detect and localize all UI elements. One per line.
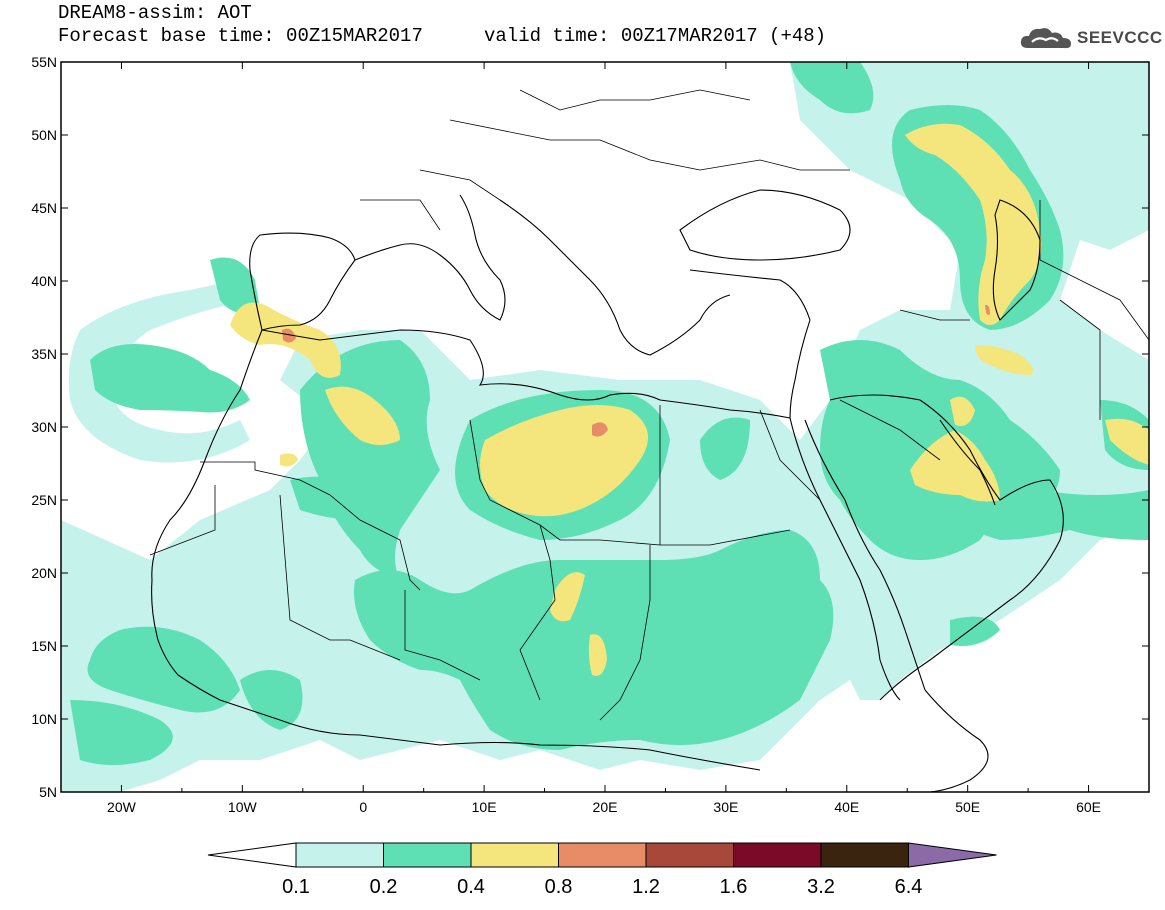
lat-label: 55N	[31, 54, 57, 70]
lon-label: 10E	[472, 799, 497, 815]
lat-label: 15N	[31, 638, 57, 654]
lon-label: 40E	[834, 799, 859, 815]
aot-colorbar: 0.1 0.2 0.4 0.8 1.2 1.6 3.2 6.4	[207, 842, 997, 898]
colorbar-segment	[383, 842, 472, 868]
colorbar-segment	[558, 842, 647, 868]
colorbar-segment	[733, 842, 822, 868]
colorbar-segment	[295, 842, 384, 868]
lon-label: 60E	[1076, 799, 1101, 815]
colorbar-label: 0.8	[545, 876, 573, 898]
cloud-icon	[1020, 28, 1071, 49]
colorbar-label: 6.4	[895, 876, 923, 898]
aot-band-0.8	[282, 304, 990, 437]
colorbar-label: 0.1	[282, 876, 310, 898]
colorbar-segment	[470, 842, 559, 868]
lat-label: 10N	[31, 711, 57, 727]
lat-label: 35N	[31, 346, 57, 362]
lon-label: 30E	[713, 799, 738, 815]
latitude-axis: 55N 50N 45N 40N 35N 30N 25N 20N 15N 10N 5N	[31, 54, 1149, 800]
colorbar-segment	[820, 842, 909, 868]
colorbar-over-arrow	[908, 842, 997, 868]
lat-label: 40N	[31, 273, 57, 289]
lat-label: 30N	[31, 419, 57, 435]
lat-label: 50N	[31, 127, 57, 143]
colorbar-label: 0.2	[370, 876, 398, 898]
lat-label: 20N	[31, 565, 57, 581]
lon-label: 20E	[593, 799, 618, 815]
colorbar-under-arrow	[207, 842, 297, 868]
title-base-time: Forecast base time: 00Z15MAR2017	[58, 25, 423, 47]
lat-label: 45N	[31, 200, 57, 216]
longitude-axis: 20W 10W 0 10E 20E 30E 40E 50E 60E	[60, 62, 1150, 815]
colorbar-label: 1.6	[720, 876, 748, 898]
lon-label: 20W	[107, 799, 137, 815]
seevccc-logo: SEEVCCC	[1018, 24, 1163, 52]
country-borders	[149, 89, 1149, 721]
coastlines	[151, 189, 1064, 792]
colorbar-label: 0.4	[457, 876, 485, 898]
colorbar-label: 1.2	[632, 876, 660, 898]
lon-label: 50E	[955, 799, 980, 815]
lat-label: 5N	[39, 784, 57, 800]
title-model: DREAM8-assim: AOT	[58, 2, 252, 24]
logo-text: SEEVCCC	[1077, 28, 1163, 47]
title-valid-time: valid time: 00Z17MAR2017 (+48)	[484, 25, 827, 47]
lon-label: 0	[359, 799, 367, 815]
colorbar-label: 3.2	[807, 876, 835, 898]
colorbar-segment	[645, 842, 734, 868]
lon-label: 10W	[228, 799, 258, 815]
lat-label: 25N	[31, 492, 57, 508]
aot-fields	[61, 62, 1149, 792]
